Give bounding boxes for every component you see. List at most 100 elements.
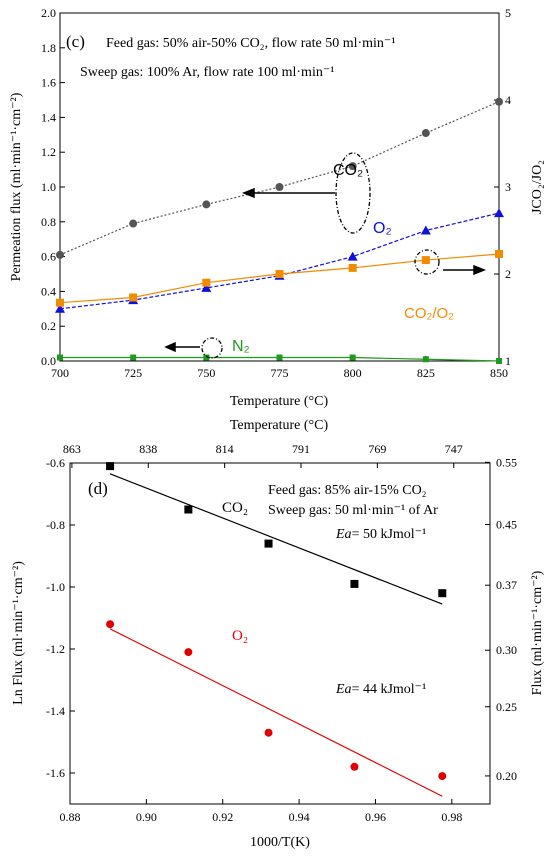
panel-c-series bbox=[55, 97, 504, 364]
data-point-c-2 bbox=[275, 270, 284, 278]
y-tick-label-c: 0.4 bbox=[41, 284, 56, 298]
y2-tick-label-d: 0.55 bbox=[496, 455, 517, 469]
fit-line-d-1 bbox=[109, 628, 443, 797]
x2-tick-label-d: 814 bbox=[216, 442, 234, 456]
x-tick-label-c: 800 bbox=[344, 366, 362, 380]
x-tick-label-c: 825 bbox=[417, 366, 435, 380]
series-label-o2-c: O₂ bbox=[373, 220, 392, 237]
data-point-c-2 bbox=[129, 293, 138, 302]
data-point-c-0 bbox=[202, 200, 211, 209]
x2-tick-label-d: 838 bbox=[139, 442, 157, 456]
y-tick-label-c: 1.2 bbox=[41, 145, 56, 159]
data-point-c-0 bbox=[348, 162, 357, 171]
data-point-c-3 bbox=[203, 354, 210, 361]
y-tick-label-c: 0.8 bbox=[41, 215, 56, 229]
x-tick-label-c: 750 bbox=[197, 366, 215, 380]
x-tick-label-d: 0.88 bbox=[60, 810, 81, 824]
data-point-d-1 bbox=[350, 762, 359, 771]
y-tick-label-d: -1.4 bbox=[46, 704, 65, 718]
arrow-right-ratio-head bbox=[473, 264, 487, 276]
ea-value-o2: = 44 kJmol⁻¹ bbox=[352, 682, 427, 697]
series-label-co2-d: CO₂ bbox=[222, 500, 248, 516]
data-point-c-2 bbox=[421, 256, 430, 265]
x-tick-label-d: 0.90 bbox=[136, 810, 157, 824]
data-point-d-1 bbox=[438, 772, 447, 781]
panel-c-feed-annotation: Feed gas: 50% air-50% CO₂, flow rate 50 … bbox=[106, 36, 396, 51]
y2-tick-label-c: 4 bbox=[505, 93, 511, 107]
data-point-c-0 bbox=[56, 250, 64, 259]
callout-ellipse-co2-o2 bbox=[335, 152, 371, 234]
y2-tick-label-c: 2 bbox=[505, 267, 511, 281]
panel-c-ylabel: Permeation flux (ml·min⁻¹·cm⁻²) bbox=[9, 92, 24, 281]
y-tick-label-c: 0.2 bbox=[41, 319, 56, 333]
y2-tick-label-d: 0.25 bbox=[496, 700, 517, 714]
panel-c-sweep-annotation: Sweep gas: 100% Ar, flow rate 100 ml·min… bbox=[80, 65, 334, 80]
x-tick-label-c: 725 bbox=[124, 366, 142, 380]
data-point-c-3 bbox=[276, 354, 283, 361]
data-point-d-1 bbox=[106, 620, 115, 629]
y-tick-label-c: 0.0 bbox=[41, 354, 56, 368]
series-label-co2-c: CO₂ bbox=[333, 162, 363, 179]
arrow-left-co2-head bbox=[241, 187, 255, 199]
y2-tick-label-c: 3 bbox=[505, 180, 511, 194]
y-tick-label-d: -0.6 bbox=[46, 456, 65, 470]
x-tick-label-c: 775 bbox=[271, 366, 289, 380]
data-point-d-0 bbox=[184, 505, 193, 514]
panel-d-axes: 0.88 0.90 0.92 0.94 0.96 0.98 863 838 814 791 769 7… bbox=[46, 442, 517, 824]
data-point-c-0 bbox=[421, 129, 430, 138]
data-point-d-0 bbox=[438, 589, 447, 598]
data-point-c-1 bbox=[347, 251, 358, 261]
y-tick-label-d: -0.8 bbox=[46, 518, 65, 532]
panel-c: 700 725 750 775 800 825 850 0.0 0.2 0.4 0.6 0.8 1.0 1… bbox=[9, 6, 545, 409]
panel-d-label: (d) bbox=[88, 479, 108, 498]
data-point-d-0 bbox=[106, 462, 115, 471]
series-line-c-0 bbox=[59, 101, 500, 256]
y-tick-label-c: 1.4 bbox=[41, 110, 56, 124]
panel-d-x2label: Temperature (°C) bbox=[230, 418, 329, 433]
y2-tick-label-d: 0.45 bbox=[496, 518, 517, 532]
data-point-c-1 bbox=[55, 303, 65, 313]
x2-tick-label-d: 791 bbox=[292, 442, 310, 456]
callout-ellipse-ratio bbox=[414, 249, 440, 275]
data-point-c-3 bbox=[496, 358, 502, 364]
panel-c-xlabel: Temperature (°C) bbox=[230, 394, 329, 409]
data-point-c-0 bbox=[129, 219, 138, 228]
panel-d-series bbox=[106, 462, 447, 797]
y-tick-label-d: -1.0 bbox=[46, 580, 65, 594]
y2-tick-label-d: 0.20 bbox=[496, 769, 517, 783]
data-point-c-1 bbox=[494, 208, 504, 218]
y2-tick-label-d: 0.30 bbox=[496, 643, 517, 657]
panel-d-xlabel: 1000/T(K) bbox=[250, 835, 310, 850]
panel-c-callouts bbox=[201, 152, 440, 359]
y2-tick-label-c: 1 bbox=[505, 354, 511, 368]
x2-tick-label-d: 769 bbox=[368, 442, 386, 456]
callout-ellipse-n2 bbox=[201, 337, 223, 359]
x-tick-label-d: 0.98 bbox=[441, 810, 462, 824]
ea-co2-annotation: Ea= 50 kJmol⁻¹ bbox=[335, 527, 426, 542]
series-label-o2-d: O₂ bbox=[232, 628, 248, 644]
data-point-c-3 bbox=[422, 356, 429, 363]
x-tick-label-d: 0.96 bbox=[365, 810, 386, 824]
data-point-c-2 bbox=[202, 278, 211, 287]
series-label-ratio-c: CO₂/O₂ bbox=[404, 305, 454, 322]
series-label-n2-c: N₂ bbox=[232, 338, 250, 355]
data-point-c-0 bbox=[275, 183, 284, 191]
data-point-c-2 bbox=[495, 249, 503, 258]
x-tick-label-c: 850 bbox=[490, 366, 508, 380]
ea-value-co2: = 50 kJmol⁻¹ bbox=[352, 527, 427, 542]
arrow-left-n2-head bbox=[164, 341, 176, 353]
y-tick-label-d: -1.6 bbox=[46, 766, 65, 780]
fit-line-d-0 bbox=[109, 473, 443, 605]
y2-tick-label-d: 0.37 bbox=[496, 578, 517, 592]
panel-d-frame bbox=[69, 462, 491, 805]
x2-tick-label-d: 863 bbox=[63, 442, 81, 456]
x-tick-label-d: 0.94 bbox=[289, 810, 310, 824]
ea-o2-annotation: Ea= 44 kJmol⁻¹ bbox=[335, 682, 426, 697]
data-point-c-2 bbox=[348, 263, 357, 272]
ea-symbol-co2: Ea bbox=[335, 527, 352, 542]
panel-c-y2label: JCO₂/JO₂ bbox=[530, 160, 545, 214]
panel-c-arrows bbox=[164, 187, 487, 353]
series-line-c-1 bbox=[59, 212, 500, 310]
